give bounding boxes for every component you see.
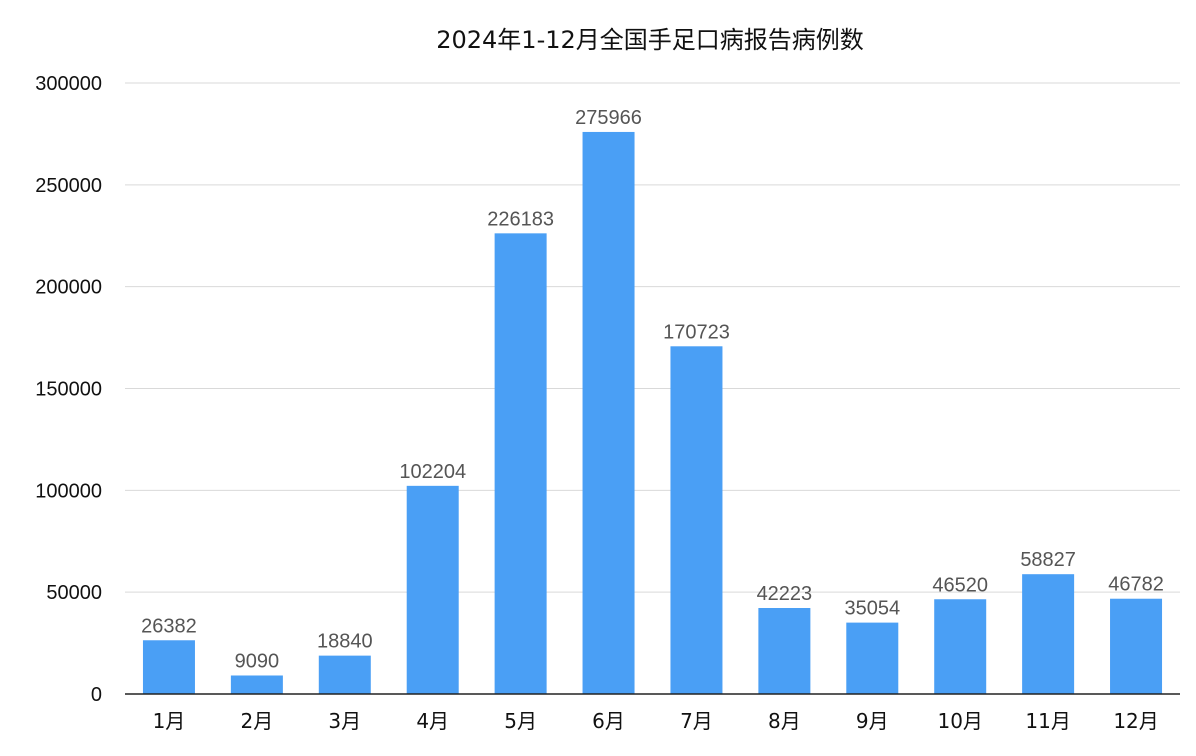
y-tick-label: 150000	[35, 379, 102, 401]
x-tick-label: 6月	[592, 709, 625, 733]
data-label: 46782	[1108, 574, 1164, 596]
x-tick-label: 1月	[153, 709, 186, 733]
bars	[142, 131, 1163, 695]
data-label: 46520	[932, 574, 988, 596]
gridlines	[125, 82, 1180, 593]
x-tick-label: 12月	[1113, 709, 1158, 733]
bar	[846, 622, 899, 694]
bar	[934, 599, 987, 694]
x-tick-label: 9月	[856, 709, 889, 733]
data-label: 275966	[575, 107, 642, 129]
data-label: 35054	[844, 598, 900, 620]
bar	[230, 675, 283, 694]
data-labels: 26382 9090 18840 102204 226183 275966 170723 42…	[141, 107, 1164, 673]
y-tick-label: 250000	[35, 175, 102, 197]
x-axis-tick-labels: 1月 2月 3月 4月 5月 6月 7月 8月 9月 10月 11月 12月	[153, 709, 1159, 733]
bar	[318, 655, 371, 694]
y-axis-tick-labels: 0 50000 100000 150000 200000 250000 300000	[35, 73, 102, 706]
data-label: 102204	[399, 461, 466, 483]
y-tick-label: 300000	[35, 73, 102, 95]
y-tick-label: 50000	[46, 582, 102, 604]
data-label: 58827	[1020, 549, 1076, 571]
x-tick-label: 7月	[680, 709, 713, 733]
x-tick-label: 10月	[937, 709, 982, 733]
chart-title: 2024年1-12月全国手足口病报告病例数	[436, 26, 864, 54]
y-tick-label: 0	[91, 684, 102, 706]
bar	[582, 131, 635, 695]
x-tick-label: 11月	[1025, 709, 1070, 733]
data-label: 226183	[487, 208, 554, 230]
y-tick-label: 200000	[35, 277, 102, 299]
x-tick-label: 3月	[328, 709, 361, 733]
bar	[670, 346, 723, 694]
y-tick-label: 100000	[35, 480, 102, 502]
x-tick-label: 8月	[768, 709, 801, 733]
bar	[1110, 598, 1163, 694]
data-label: 18840	[317, 631, 373, 653]
bar	[758, 608, 811, 694]
bar	[494, 233, 547, 694]
data-label: 26382	[141, 615, 197, 637]
x-tick-label: 5月	[504, 709, 537, 733]
data-label: 170723	[663, 321, 730, 343]
x-tick-label: 2月	[241, 709, 274, 733]
bar	[406, 485, 459, 694]
bar	[1022, 574, 1075, 694]
x-tick-label: 4月	[416, 709, 449, 733]
bar	[142, 640, 195, 694]
data-label: 42223	[757, 583, 813, 605]
data-label: 9090	[235, 650, 280, 672]
